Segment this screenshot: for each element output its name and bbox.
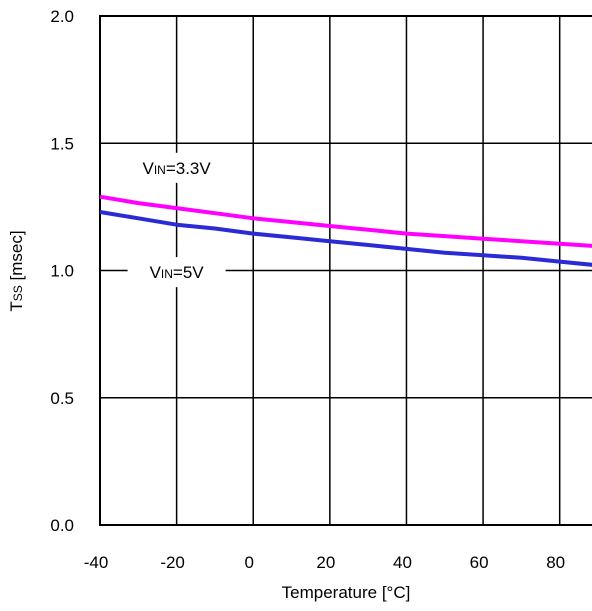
y-axis-title-sub: SS <box>11 285 25 301</box>
series-lines <box>99 194 592 267</box>
y-axis-title-rest: [msec] <box>7 230 26 285</box>
series-line-2 <box>99 210 592 267</box>
x-tick-label: 0 <box>244 553 253 572</box>
y-axis-title-main: T <box>7 301 26 311</box>
x-tick-labels: -40 -20 0 20 40 60 80 <box>84 553 565 572</box>
x-tick-label: -40 <box>84 553 109 572</box>
series-label-1: VIN=3.3V <box>142 159 211 178</box>
y-tick-labels: 0.0 0.5 1.0 1.5 2.0 <box>50 7 74 535</box>
x-tick-label: 80 <box>546 553 565 572</box>
series-line-1 <box>99 194 592 248</box>
x-tick-label: 20 <box>316 553 335 572</box>
y-axis-title: TSS [msec] <box>7 230 26 311</box>
y-tick-label: 0.5 <box>50 389 74 408</box>
series-label-bg <box>127 257 226 288</box>
series-label-2: VIN=5V <box>150 263 205 282</box>
x-axis-title: Temperature [°C] <box>282 583 411 602</box>
y-tick-label: 0.0 <box>50 516 74 535</box>
x-tick-label: 60 <box>470 553 489 572</box>
x-tick-label: -20 <box>160 553 185 572</box>
x-tick-label: 40 <box>393 553 412 572</box>
series-labels: VIN=3.3V VIN=5V <box>117 152 236 288</box>
y-tick-label: 1.0 <box>50 262 74 281</box>
series-label-bg <box>117 152 236 183</box>
grid-lines <box>100 16 592 525</box>
y-tick-label: 1.5 <box>50 134 74 153</box>
y-tick-label: 2.0 <box>50 7 74 26</box>
plot-frame <box>99 15 592 526</box>
